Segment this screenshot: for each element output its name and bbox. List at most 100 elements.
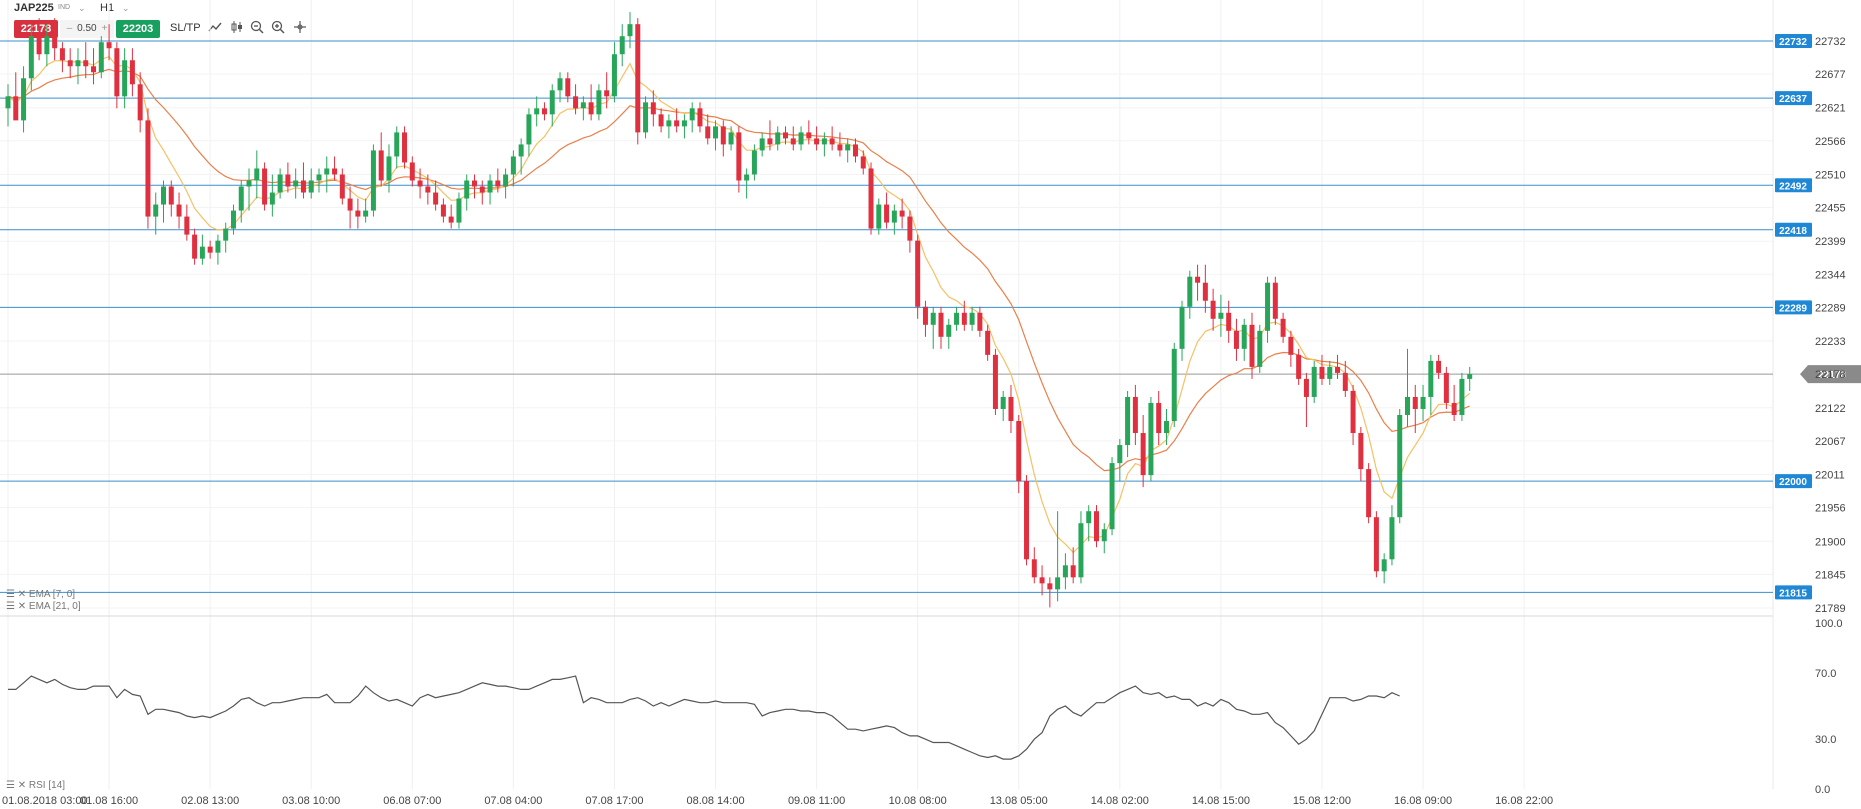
candle-bullish [728, 126, 734, 151]
quantity-increase-button[interactable]: + [101, 23, 108, 34]
candle-bullish [230, 204, 236, 235]
rsi-menu-icon[interactable]: ☰ ✕ [6, 780, 27, 791]
candle-bullish [456, 192, 462, 229]
candle-body [59, 48, 65, 61]
candle-bullish [526, 108, 532, 157]
candle-body [689, 108, 695, 121]
quantity-stepper[interactable]: –0.50 + [60, 20, 114, 38]
time-tick-label: 13.08 05:00 [990, 795, 1048, 807]
candle-bearish [961, 300, 967, 331]
candle-body [122, 60, 128, 97]
candle-bearish [1202, 264, 1208, 313]
candle-bearish [1039, 565, 1045, 596]
timeframe-chevron-down-icon[interactable]: ⌄ [122, 3, 130, 13]
candle-bullish [891, 204, 897, 235]
candle-bullish [845, 138, 851, 163]
candle-body [1288, 336, 1294, 355]
rsi-label[interactable]: ☰ ✕ RSI [14] [6, 780, 65, 791]
candle-bullish [1420, 384, 1426, 422]
line-chart-icon[interactable] [207, 20, 223, 38]
price-level-label: 22418 [1779, 226, 1807, 237]
candle-body [1171, 348, 1177, 422]
candle-body [1265, 282, 1271, 331]
candle-body [129, 60, 135, 85]
candle-bearish [977, 306, 983, 337]
symbol-name[interactable]: JAP225 [14, 2, 54, 14]
candle-bearish [36, 18, 42, 61]
candle-bullish [1467, 366, 1473, 391]
candle-body [977, 312, 983, 331]
candle-bullish [1101, 523, 1107, 554]
candle-body [790, 138, 796, 145]
candle-bullish [1397, 408, 1403, 524]
time-tick-label: 15.08 12:00 [1293, 795, 1351, 807]
candle-body [1389, 517, 1395, 560]
buy-price-button[interactable]: 22203 [116, 20, 160, 38]
crosshair-icon[interactable] [292, 20, 308, 38]
ema-fast-menu-icon[interactable]: ☰ ✕ [6, 589, 27, 600]
candle-bearish [1296, 348, 1302, 385]
sltp-button[interactable]: SL/TP [170, 22, 201, 34]
candle-bearish [176, 192, 182, 229]
candle-bullish [1241, 318, 1247, 361]
price-tick-label: 22677 [1815, 69, 1846, 81]
zoom-in-icon[interactable] [270, 20, 286, 38]
candle-bullish [666, 114, 672, 139]
candle-body [363, 210, 369, 217]
quantity-decrease-button[interactable]: – [66, 23, 73, 34]
candle-body [814, 138, 820, 145]
candle-body [1094, 511, 1099, 542]
candle-body [246, 180, 252, 187]
candle-body [1109, 463, 1115, 530]
candle-body [876, 204, 882, 229]
price-tick-label: 22566 [1815, 136, 1846, 148]
candle-body [1280, 318, 1286, 337]
candle-bearish [852, 138, 858, 163]
candle-bearish [347, 186, 353, 229]
candle-body [114, 48, 120, 97]
candle-body [347, 198, 353, 211]
candle-body [1436, 360, 1442, 373]
rsi-tick-label: 100.0 [1815, 618, 1843, 630]
candle-bullish [619, 24, 625, 67]
candle-bearish [409, 156, 415, 187]
candle-body [759, 138, 765, 151]
price-level-badge [1775, 300, 1812, 315]
ema-slow-menu-icon[interactable]: ☰ ✕ [6, 601, 27, 612]
chart-type-icon[interactable] [229, 20, 245, 38]
candle-bearish [868, 162, 874, 235]
rsi-panel: 100.0 70.0 30.0 0.0 [8, 618, 1843, 796]
candle-body [1350, 390, 1356, 434]
candle-body [580, 102, 586, 109]
rsi-tick-label: 30.0 [1815, 734, 1836, 746]
zoom-out-icon[interactable] [249, 20, 265, 38]
candle-body [238, 186, 244, 211]
candle-bullish [246, 168, 252, 211]
candle-bearish [1303, 372, 1309, 428]
candle-body [1016, 421, 1022, 482]
time-tick-label: 01.08.2018 03:00 [2, 795, 88, 807]
candle-body [627, 24, 633, 37]
time-tick-label: 07.08 04:00 [484, 795, 542, 807]
timeframe-selector[interactable]: H1 [100, 2, 115, 14]
quantity-value[interactable]: 0.50 [77, 23, 97, 34]
candle-body [223, 228, 229, 241]
ema-fast-label[interactable]: ☰ ✕ EMA [7, 0] [6, 589, 75, 600]
candle-body [1366, 469, 1372, 518]
candle-bullish [534, 96, 540, 127]
ema-slow-label[interactable]: ☰ ✕ EMA [21, 0] [6, 601, 81, 612]
candle-body [1459, 378, 1465, 415]
symbol-chevron-down-icon[interactable]: ⌄ [78, 3, 86, 13]
candle-body [658, 114, 664, 127]
candle-body [456, 198, 462, 223]
candle-body [91, 66, 97, 73]
candle-body [1467, 374, 1473, 379]
candle-bearish [915, 234, 921, 319]
rsi-tick-label: 0.0 [1815, 784, 1830, 796]
rsi-tick-label: 70.0 [1815, 668, 1836, 680]
candle-bearish [1366, 463, 1372, 524]
candle-body [1249, 324, 1255, 367]
candle-body [549, 90, 555, 115]
candle-body [884, 204, 890, 223]
